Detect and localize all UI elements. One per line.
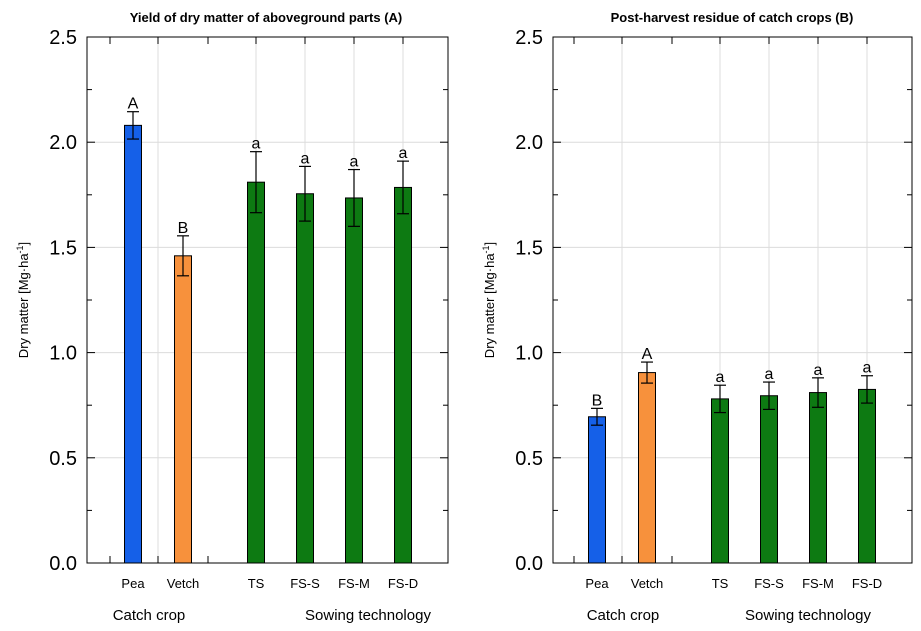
significance-letter: a (814, 362, 823, 379)
category-label: Pea (121, 576, 145, 591)
category-label: FS-S (290, 576, 320, 591)
y-tick-label: 2.0 (49, 132, 77, 154)
significance-letter: A (128, 96, 139, 113)
category-label: TS (248, 576, 265, 591)
y-tick-label: 1.5 (49, 237, 77, 259)
y-axis-label-close: ] (482, 242, 497, 246)
y-axis-label-close: ] (16, 242, 31, 246)
bar-fs-d (858, 388, 876, 564)
y-axis-label: Dry matter [Mg·ha-1] (15, 242, 31, 358)
bar-fs-s (760, 395, 778, 564)
significance-letter: B (178, 220, 189, 237)
significance-letter: A (642, 346, 653, 363)
category-label: FS-D (388, 576, 418, 591)
category-label: Vetch (631, 576, 664, 591)
plot-area (553, 37, 912, 563)
category-label: FS-D (852, 576, 882, 591)
chart-panel-a: 0.0 0.5 1.0 1.5 2.0 2.5 A Pea B Vetch a TS a FS-S a FS-… (15, 10, 449, 624)
y-axis-label-text: Dry matter [Mg·ha (482, 253, 497, 359)
y-axis-label: Dry matter [Mg·ha-1] (481, 242, 497, 358)
bar-fs-m (345, 197, 363, 564)
category-label: FS-M (802, 576, 834, 591)
y-tick-label: 1.0 (515, 343, 543, 365)
significance-letter: a (350, 154, 359, 171)
group-label: Sowing technology (745, 607, 871, 624)
bar-pea (124, 124, 142, 564)
y-tick-label: 0.5 (49, 448, 77, 470)
y-tick-label: 2.5 (49, 27, 77, 49)
significance-letter: a (765, 366, 774, 383)
category-label: Pea (585, 576, 609, 591)
bar-vetch (174, 255, 192, 564)
y-tick-label: 2.5 (515, 27, 543, 49)
category-label: FS-M (338, 576, 370, 591)
chart-panel-b: 0.0 0.5 1.0 1.5 2.0 2.5 B Pea A Vetch a TS a FS-S a FS-… (481, 10, 913, 624)
significance-letter: a (716, 369, 725, 386)
significance-letter: a (252, 136, 261, 153)
category-label: Vetch (167, 576, 200, 591)
chart-title: Post-harvest residue of catch crops (B) (611, 10, 854, 25)
significance-letter: B (592, 392, 603, 409)
bar-vetch (638, 372, 656, 564)
chart-title: Yield of dry matter of aboveground parts… (130, 10, 403, 25)
significance-letter: a (863, 360, 872, 377)
significance-letter: a (301, 150, 310, 167)
group-label: Sowing technology (305, 607, 431, 624)
y-axis-label-superscript: -1 (15, 245, 25, 253)
y-tick-label: 1.0 (49, 343, 77, 365)
bar-pea (588, 416, 606, 564)
y-axis-label-superscript: -1 (481, 245, 491, 253)
category-label: TS (712, 576, 729, 591)
y-tick-label: 2.0 (515, 132, 543, 154)
y-tick-label: 1.5 (515, 237, 543, 259)
category-label: FS-S (754, 576, 784, 591)
significance-letter: a (399, 145, 408, 162)
y-tick-label: 0.5 (515, 448, 543, 470)
group-label: Catch crop (113, 607, 186, 624)
bar-fs-m (809, 392, 827, 564)
group-label: Catch crop (587, 607, 660, 624)
y-tick-label: 0.0 (49, 553, 77, 575)
plot-area (87, 37, 448, 563)
bar-fs-d (394, 186, 412, 564)
bar-ts (247, 181, 265, 564)
bar-fs-s (296, 193, 314, 564)
bar-ts (711, 398, 729, 564)
y-axis-label-text: Dry matter [Mg·ha (16, 253, 31, 359)
y-tick-label: 0.0 (515, 553, 543, 575)
